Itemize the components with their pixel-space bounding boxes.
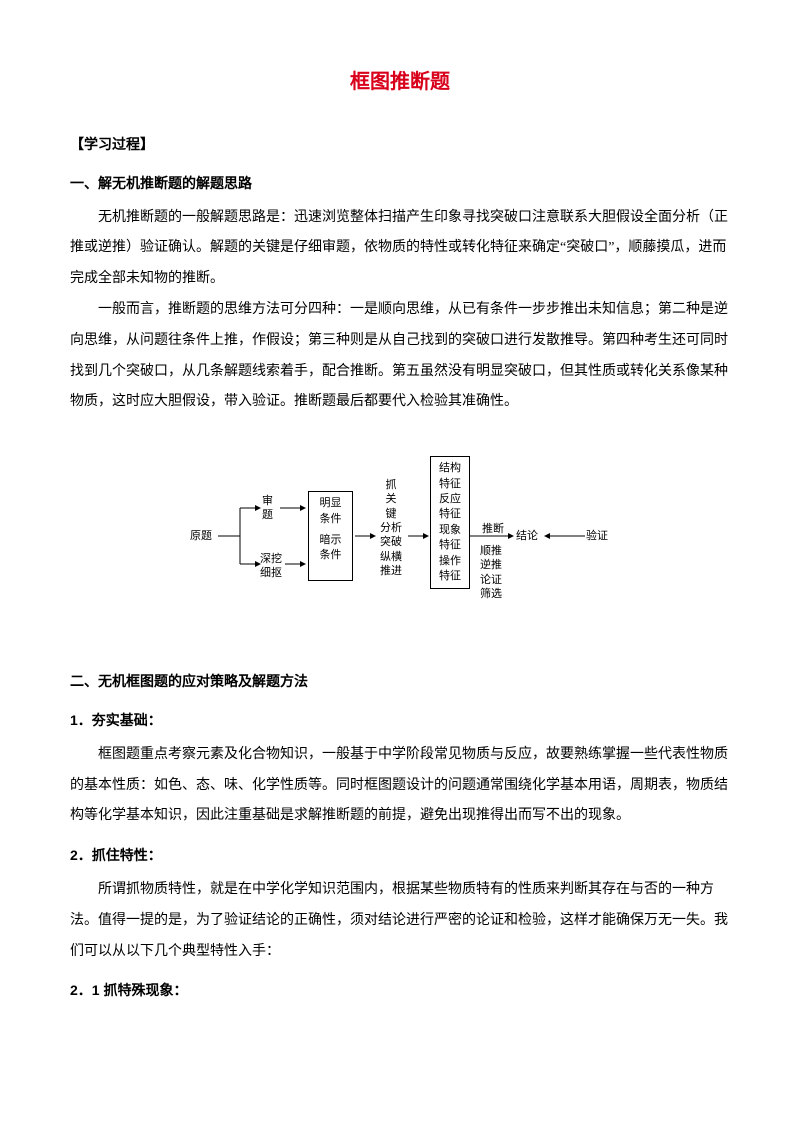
diagram-deep: 深挖 细抠: [260, 552, 282, 581]
diagram-box1a: 明显 条件: [315, 496, 346, 527]
diagram-box2: 结构 特征 反应 特征 现象 特征 操作 特征: [430, 456, 470, 589]
section1-heading: 一、解无机推断题的解题思路: [70, 168, 730, 199]
diagram-shen: 审 题: [262, 494, 273, 523]
flow-diagram: 原题 审 题 深挖 细抠 明显 条件 暗示 条件 抓 关 键 分析 突破 纵横 …: [70, 436, 730, 636]
section2-h3: 2．1 抓特殊现象：: [70, 975, 730, 1006]
section2-p2: 所谓抓物质特性，就是在中学化学知识范围内，根据某些物质特有的性质来判断其存在与否…: [70, 875, 730, 967]
section2-heading: 二、无机框图题的应对策略及解题方法: [70, 666, 730, 697]
diagram-mid: 抓 关 键 分析 突破 纵横 推进: [380, 478, 402, 578]
section2-h1: 1．夯实基础：: [70, 705, 730, 736]
section1-para1: 无机推断题的一般解题思路是：迅速浏览整体扫描产生印象寻找突破口注意联系大胆假设全…: [70, 203, 730, 295]
diagram-box1b: 暗示 条件: [315, 533, 346, 564]
section2-p1: 框图题重点考察元素及化合物知识，一般基于中学阶段常见物质与反应，故要熟练掌握一些…: [70, 740, 730, 832]
section1-para2: 一般而言，推断题的思维方法可分四种：一是顺向思维，从已有条件一步步推出未知信息；…: [70, 295, 730, 418]
page-title: 框图推断题: [70, 60, 730, 104]
diagram-origin: 原题: [190, 529, 212, 543]
diagram-conclusion: 结论: [516, 529, 538, 543]
diagram-verify: 验证: [586, 529, 608, 543]
diagram-reason: 顺推 逆推 论证 筛选: [480, 544, 502, 601]
study-label: 【学习过程】: [70, 129, 730, 160]
section2-h2: 2．抓住特性：: [70, 840, 730, 871]
diagram-infer: 推断: [482, 522, 504, 536]
